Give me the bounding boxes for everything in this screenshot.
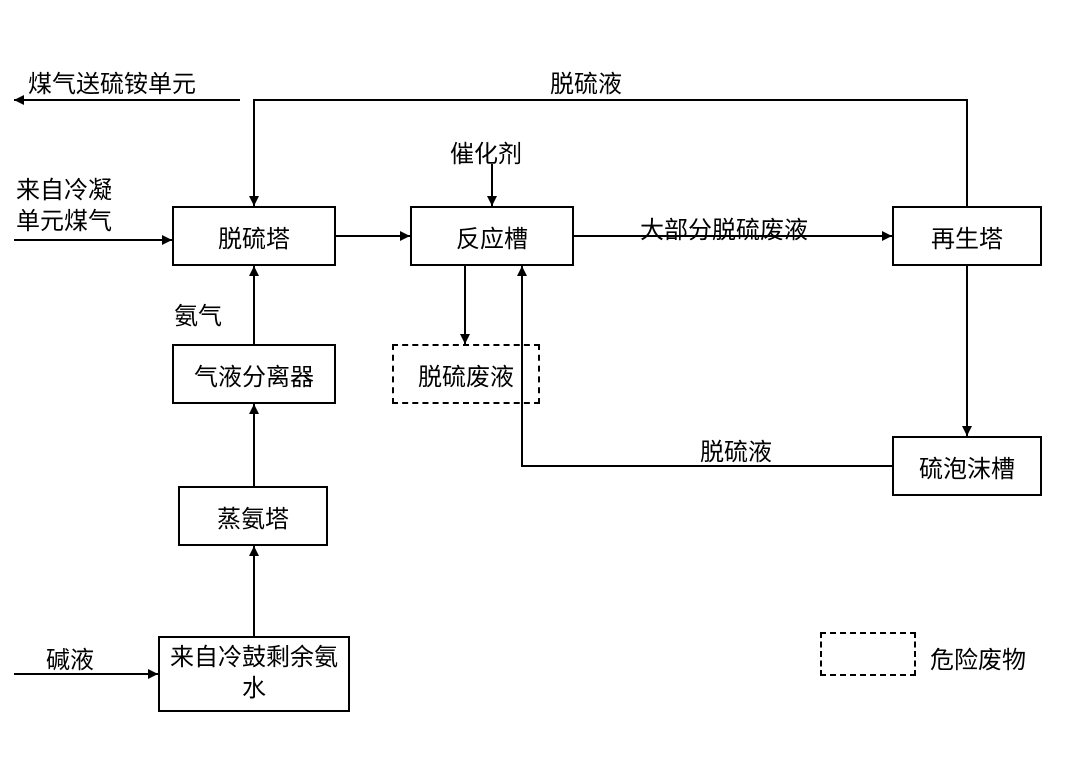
node-label: 再生塔 xyxy=(931,219,1003,254)
node-sulfur-foam-tank: 硫泡沫槽 xyxy=(892,436,1042,496)
label-hazardous-waste: 危险废物 xyxy=(930,640,1026,675)
legend-hazardous-box xyxy=(820,632,916,676)
node-reaction-tank: 反应槽 xyxy=(410,206,574,266)
node-label: 硫泡沫槽 xyxy=(919,449,1015,484)
node-label: 脱硫废液 xyxy=(418,357,514,392)
node-label: 来自冷鼓剩余氨水 xyxy=(168,643,340,705)
label-gas-to-sulfate: 煤气送硫铵单元 xyxy=(28,64,196,99)
node-label: 气液分离器 xyxy=(194,357,314,392)
label-desulfurization-liquid-top: 脱硫液 xyxy=(550,64,622,99)
label-catalyst: 催化剂 xyxy=(450,134,522,169)
node-label: 蒸氨塔 xyxy=(217,499,289,534)
node-label: 脱硫塔 xyxy=(218,219,290,254)
label-desulfurization-liquid-bottom: 脱硫液 xyxy=(700,432,772,467)
node-desulfurization-tower: 脱硫塔 xyxy=(172,206,336,266)
node-gas-liquid-separator: 气液分离器 xyxy=(172,344,336,404)
node-label: 反应槽 xyxy=(456,219,528,254)
label-from-condensation: 来自冷凝单元煤气 xyxy=(16,176,136,238)
label-ammonia-gas: 氨气 xyxy=(174,296,222,331)
label-alkali: 碱液 xyxy=(46,640,94,675)
node-ammonia-water: 来自冷鼓剩余氨水 xyxy=(158,636,350,712)
label-waste-liquid-most: 大部分脱硫废液 xyxy=(640,210,808,245)
node-regeneration-tower: 再生塔 xyxy=(892,206,1042,266)
node-desulfurization-waste: 脱硫废液 xyxy=(392,344,540,404)
edge-regen-to-tower-top xyxy=(254,100,967,206)
node-ammonia-tower: 蒸氨塔 xyxy=(178,486,328,546)
